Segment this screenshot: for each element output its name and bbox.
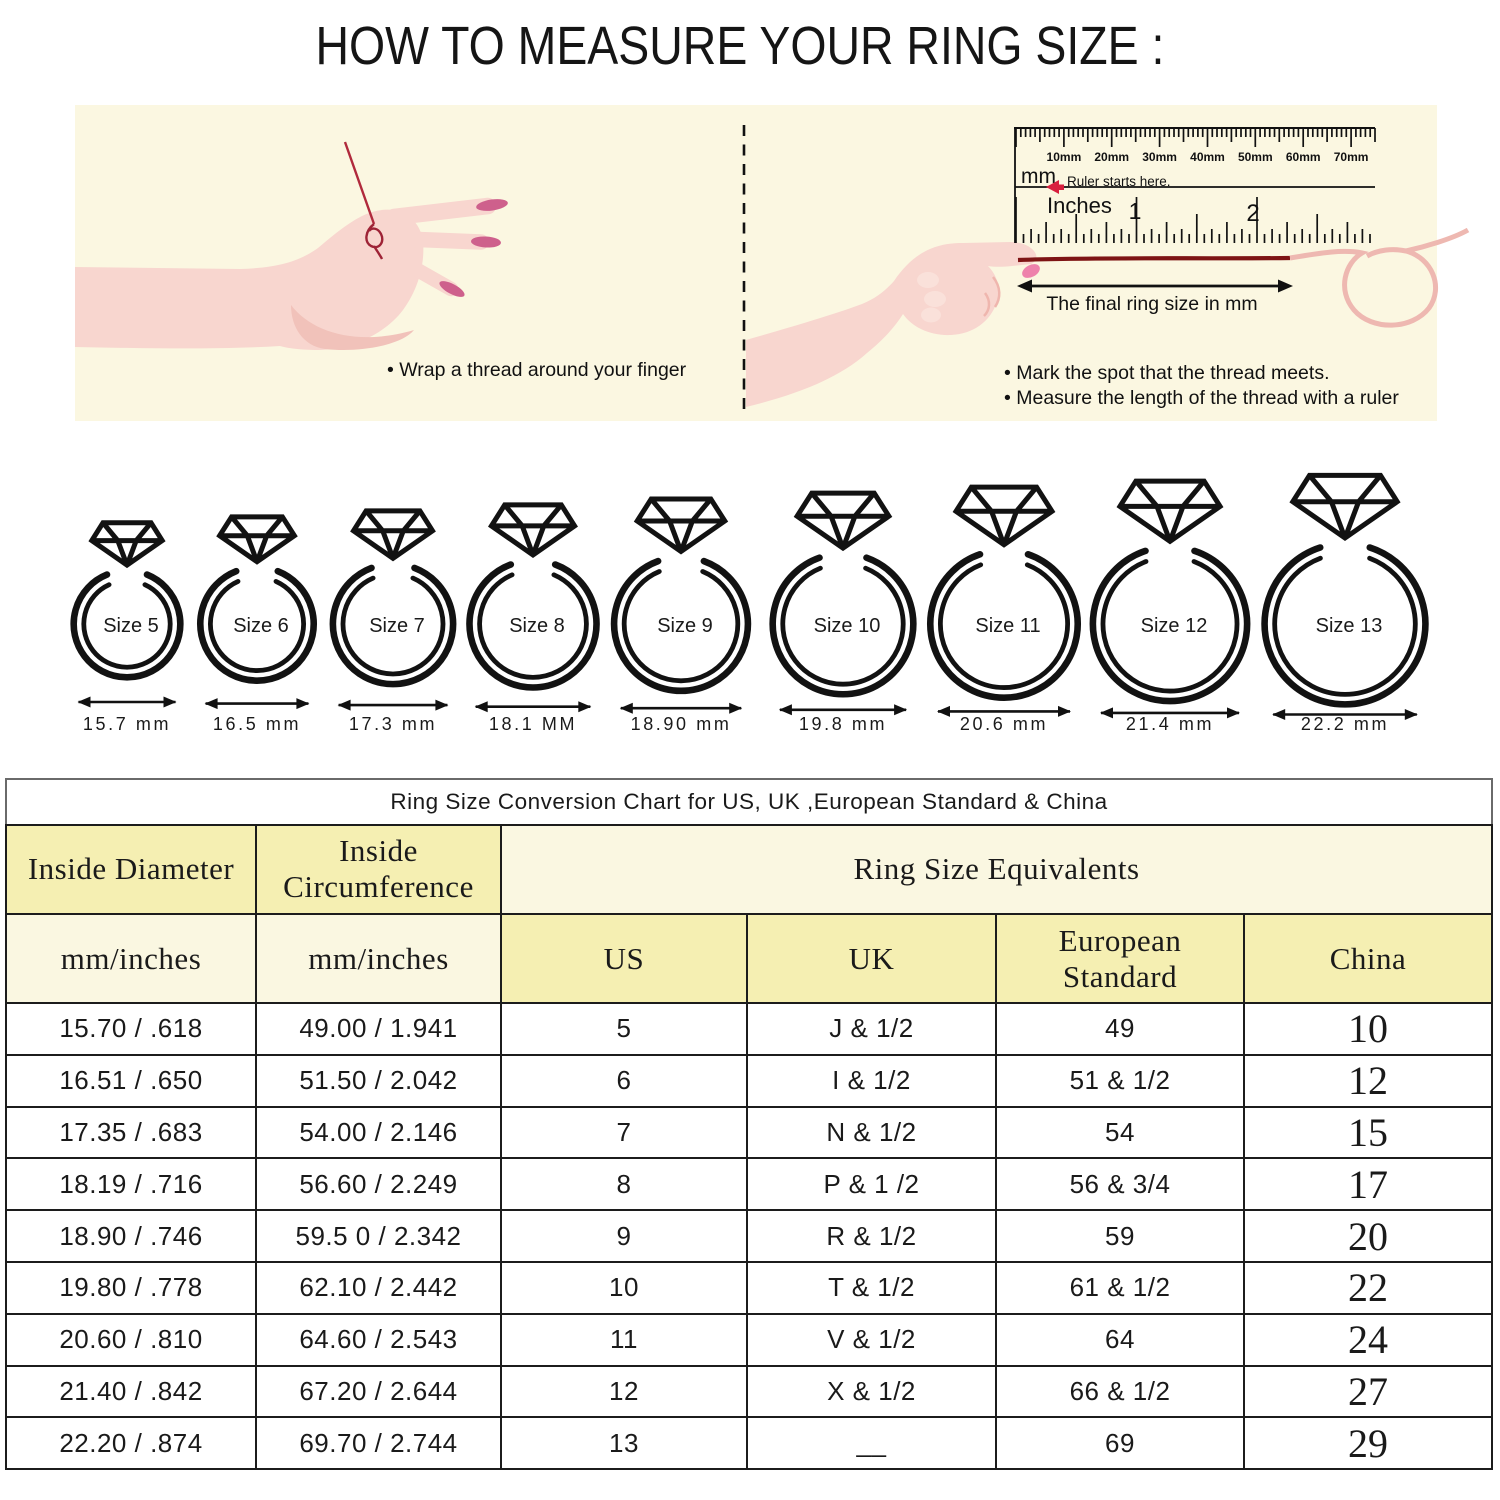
svg-text:2: 2 — [1246, 200, 1259, 227]
svg-text:Size 7: Size 7 — [369, 615, 425, 637]
svg-text:Inches: Inches — [1047, 193, 1112, 218]
svg-text:70mm: 70mm — [1334, 150, 1369, 164]
svg-text:Ruler starts here.: Ruler starts here. — [1067, 174, 1171, 189]
svg-text:Size 13: Size 13 — [1316, 615, 1383, 637]
svg-text:16.5 mm: 16.5 mm — [213, 714, 301, 734]
svg-text:21.4 mm: 21.4 mm — [1126, 714, 1214, 734]
svg-text:mm: mm — [1021, 165, 1056, 188]
svg-text:Size 12: Size 12 — [1141, 615, 1208, 637]
svg-text:22.2 mm: 22.2 mm — [1301, 714, 1389, 734]
svg-text:Size 8: Size 8 — [509, 615, 565, 637]
svg-text:19.8 mm: 19.8 mm — [799, 714, 887, 734]
svg-text:15.7 mm: 15.7 mm — [83, 714, 171, 734]
svg-text:50mm: 50mm — [1238, 150, 1273, 164]
svg-text:20.6 mm: 20.6 mm — [960, 714, 1048, 734]
svg-text:1: 1 — [1129, 198, 1142, 224]
svg-text:30mm: 30mm — [1142, 150, 1177, 164]
svg-text:Size 5: Size 5 — [103, 615, 159, 637]
svg-text:40mm: 40mm — [1190, 150, 1225, 164]
svg-text:Size 9: Size 9 — [657, 615, 713, 637]
svg-text:The final ring size in mm: The final ring size in mm — [1046, 293, 1257, 315]
svg-text:Size 11: Size 11 — [975, 615, 1040, 637]
svg-text:18.90 mm: 18.90 mm — [631, 714, 732, 734]
svg-text:20mm: 20mm — [1094, 150, 1129, 164]
svg-text:60mm: 60mm — [1286, 150, 1321, 164]
svg-text:17.3 mm: 17.3 mm — [349, 714, 437, 734]
svg-text:Size 10: Size 10 — [814, 615, 881, 637]
svg-text:10mm: 10mm — [1047, 150, 1082, 164]
svg-text:18.1 MM: 18.1 MM — [489, 714, 577, 734]
svg-text:Size 6: Size 6 — [233, 615, 289, 637]
